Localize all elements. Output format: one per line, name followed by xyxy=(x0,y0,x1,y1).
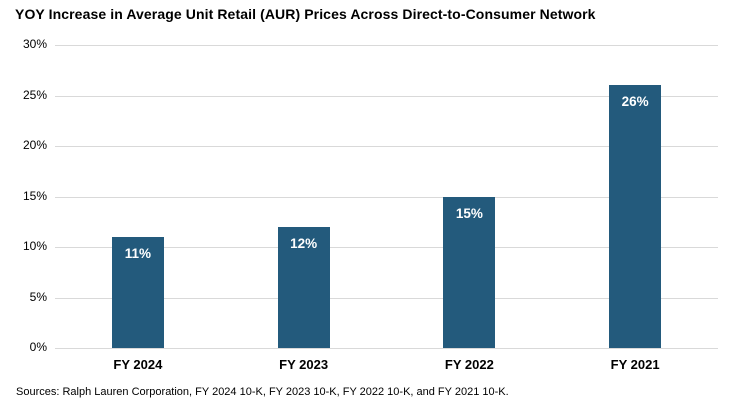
gridline xyxy=(55,247,718,248)
y-axis-tick-label: 15% xyxy=(22,188,47,203)
bar-value-label: 12% xyxy=(290,235,318,251)
x-axis-category-label: FY 2021 xyxy=(610,357,660,372)
chart-title: YOY Increase in Average Unit Retail (AUR… xyxy=(15,6,596,22)
bar-value-label: 26% xyxy=(621,94,649,110)
source-note: Sources: Ralph Lauren Corporation, FY 20… xyxy=(16,386,509,398)
x-axis-category-label: FY 2023 xyxy=(279,357,329,372)
gridline xyxy=(55,95,718,97)
y-axis-tick-label: 25% xyxy=(22,87,47,102)
gridline xyxy=(55,348,718,349)
gridline xyxy=(55,297,718,299)
bar-fy-2023: 12% xyxy=(277,226,330,348)
bar-value-label: 15% xyxy=(455,205,483,221)
bar-value-label: 11% xyxy=(124,245,152,261)
y-axis-tick-label: 0% xyxy=(29,340,47,354)
y-axis-tick-label: 20% xyxy=(22,138,47,152)
y-axis-tick-label: 5% xyxy=(29,289,47,304)
x-axis-category-label: FY 2024 xyxy=(113,357,163,372)
y-axis-tick-label: 10% xyxy=(22,239,47,253)
x-axis-category-label: FY 2022 xyxy=(444,357,494,372)
gridline xyxy=(55,45,718,46)
gridline xyxy=(55,196,718,198)
y-axis-tick-label: 30% xyxy=(22,37,47,51)
bar-fy-2021: 26% xyxy=(609,85,662,348)
bar-fy-2024: 11% xyxy=(111,236,164,348)
gridline xyxy=(55,146,718,147)
plot-area: 11% 12% 15% 26% xyxy=(55,45,718,349)
bar-fy-2022: 15% xyxy=(443,196,496,348)
